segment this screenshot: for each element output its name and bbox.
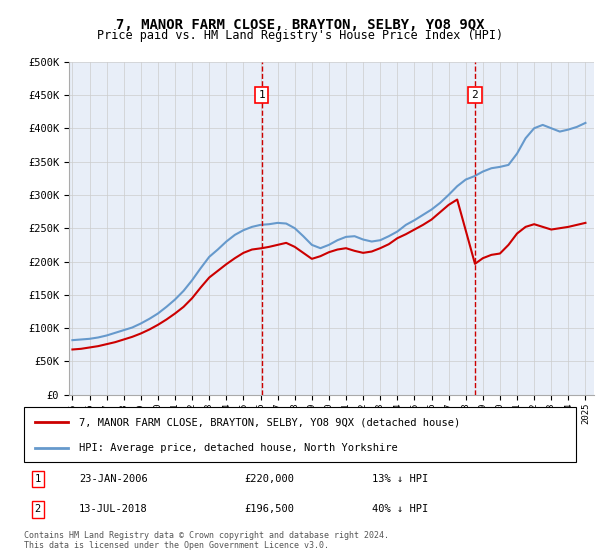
Text: 13-JUL-2018: 13-JUL-2018 [79,505,148,515]
Text: 1: 1 [35,474,41,484]
Text: 7, MANOR FARM CLOSE, BRAYTON, SELBY, YO8 9QX: 7, MANOR FARM CLOSE, BRAYTON, SELBY, YO8… [116,18,484,32]
Text: 40% ↓ HPI: 40% ↓ HPI [372,505,428,515]
Text: 1: 1 [259,90,265,100]
Text: £220,000: £220,000 [245,474,295,484]
Text: £196,500: £196,500 [245,505,295,515]
Text: 7, MANOR FARM CLOSE, BRAYTON, SELBY, YO8 9QX (detached house): 7, MANOR FARM CLOSE, BRAYTON, SELBY, YO8… [79,418,460,427]
Text: HPI: Average price, detached house, North Yorkshire: HPI: Average price, detached house, Nort… [79,444,398,453]
Text: Contains HM Land Registry data © Crown copyright and database right 2024.
This d: Contains HM Land Registry data © Crown c… [24,531,389,550]
Text: 2: 2 [35,505,41,515]
Text: 13% ↓ HPI: 13% ↓ HPI [372,474,428,484]
Text: 2: 2 [472,90,478,100]
Text: Price paid vs. HM Land Registry's House Price Index (HPI): Price paid vs. HM Land Registry's House … [97,29,503,42]
Text: 23-JAN-2006: 23-JAN-2006 [79,474,148,484]
